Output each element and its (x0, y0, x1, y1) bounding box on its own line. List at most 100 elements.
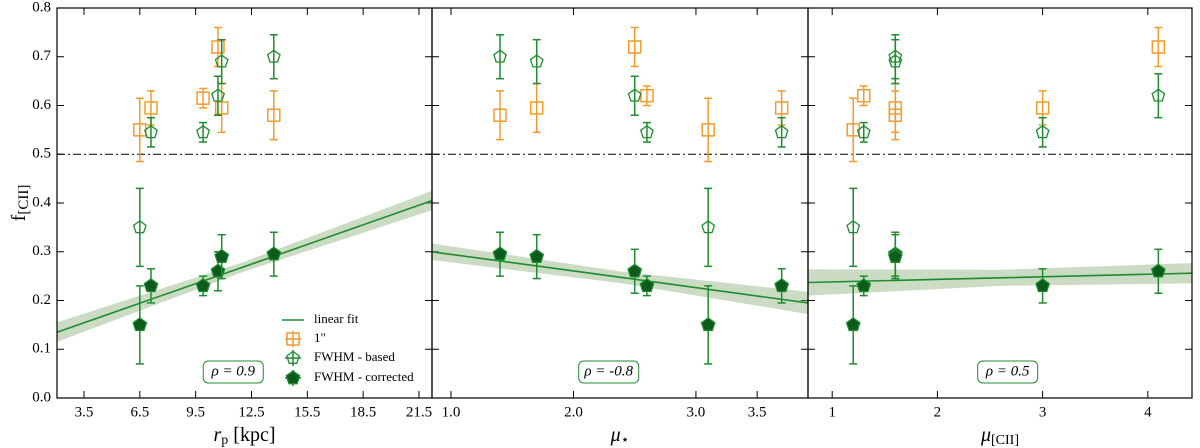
error-bar (1154, 26, 1163, 68)
x-axis-label: μ⋆ (610, 424, 630, 448)
filled-pentagon-marker (492, 246, 508, 261)
legend-label: FWHM - corrected (314, 369, 414, 384)
error-bar (146, 116, 155, 148)
pentagon-marker (214, 54, 229, 68)
pentagon-marker (1151, 88, 1166, 102)
x-tick-label: 2.0 (564, 404, 583, 420)
plot-frame (431, 7, 809, 399)
error-bar (199, 87, 208, 109)
y-tick-label: 0.0 (32, 389, 51, 405)
filled-pentagon-marker (195, 278, 211, 293)
square-marker (214, 101, 229, 115)
error-bar (532, 82, 541, 134)
x-tick-label: 1.0 (442, 404, 461, 420)
square-marker (774, 101, 789, 115)
square-marker (529, 101, 544, 115)
error-bar (269, 34, 278, 80)
plot-frame (56, 7, 433, 399)
fit-line (431, 251, 809, 304)
pentagon-marker (701, 220, 716, 234)
x-tick-label: 9.5 (186, 404, 205, 420)
pentagon-marker (144, 124, 158, 139)
legend-label: linear fit (314, 311, 359, 326)
x-tick-label: 3.5 (748, 404, 767, 420)
square-marker (493, 108, 507, 122)
fit-band (432, 243, 808, 315)
error-bar (849, 187, 858, 268)
square-marker (144, 101, 158, 115)
error-bar (630, 26, 639, 68)
filled-pentagon-marker (529, 248, 545, 263)
y-axis-label: f[CII] (8, 185, 33, 222)
pentagon-marker (196, 124, 211, 139)
filled-pentagon-marker (1150, 263, 1166, 278)
x-tick-label: 3.5 (75, 404, 94, 420)
square-marker (627, 40, 642, 54)
filled-pentagon-marker (700, 317, 716, 332)
error-bar (135, 187, 144, 268)
annotation: ρ = -0.8 (583, 363, 633, 379)
square-marker (196, 91, 210, 105)
x-tick-label: 6.5 (130, 404, 149, 420)
square-marker (857, 89, 871, 103)
pentagon-marker (266, 49, 281, 63)
annotation: ρ = 0.9 (210, 363, 255, 379)
error-bar (891, 38, 900, 85)
pentagon-marker (888, 54, 903, 68)
y-tick-label: 0.5 (32, 146, 51, 162)
fit-band (808, 263, 1192, 296)
square-marker (640, 89, 654, 103)
x-tick-label: 2 (934, 404, 942, 420)
error-bar (269, 90, 278, 141)
filled-pentagon-marker (845, 317, 861, 332)
filled-pentagon-marker (774, 278, 790, 293)
y-tick-label: 0.3 (32, 243, 51, 259)
error-bar (642, 85, 651, 107)
error-bar (859, 85, 868, 107)
pentagon-marker (627, 88, 642, 102)
error-bar (495, 34, 504, 80)
y-tick-label: 0.4 (32, 194, 51, 210)
x-label-sub: p (221, 433, 228, 448)
pentagon-marker (856, 124, 871, 139)
pentagon-marker (640, 124, 654, 139)
error-bar (1154, 73, 1163, 119)
annotation-box (977, 360, 1039, 384)
x-tick-label: 21.5 (406, 404, 432, 420)
error-bar (704, 97, 713, 163)
y-tick-label: 0.2 (32, 292, 51, 308)
fit-line (56, 199, 433, 333)
square-marker (701, 123, 715, 137)
error-bar (630, 75, 639, 116)
error-bar (777, 116, 786, 148)
error-bar (849, 97, 858, 163)
annotation-box (578, 360, 640, 384)
x-tick-label: 18.5 (350, 404, 376, 420)
square-marker (1151, 40, 1166, 54)
x-tick-label: 15.5 (294, 404, 320, 420)
y-tick-label: 0.1 (32, 341, 51, 357)
error-bar (1038, 116, 1047, 148)
x-label-tail: [kpc] (228, 424, 275, 446)
x-axis-label: μ[CII] (980, 424, 1019, 448)
legend-label: FWHM - based (314, 349, 395, 364)
square-marker (1035, 101, 1050, 115)
pentagon-marker (493, 49, 507, 63)
x-label-main: r (214, 424, 222, 446)
filled-pentagon-marker (143, 278, 159, 293)
y-tick-label: 0.6 (32, 97, 51, 113)
error-bar (532, 38, 541, 85)
pentagon-marker (846, 220, 861, 234)
fit-line (807, 272, 1193, 284)
x-tick-label: 3.0 (687, 404, 706, 420)
y-label-main: f (8, 214, 30, 221)
filled-pentagon-marker (1035, 278, 1051, 293)
pentagon-marker (286, 350, 300, 364)
error-bar (213, 75, 222, 116)
filled-pentagon-marker (210, 263, 226, 278)
square-marker (286, 332, 300, 346)
pentagon-marker (211, 88, 225, 102)
plot-frame (807, 7, 1193, 399)
x-label-sub: [CII] (991, 433, 1019, 448)
y-label-sub: [CII] (16, 185, 32, 215)
